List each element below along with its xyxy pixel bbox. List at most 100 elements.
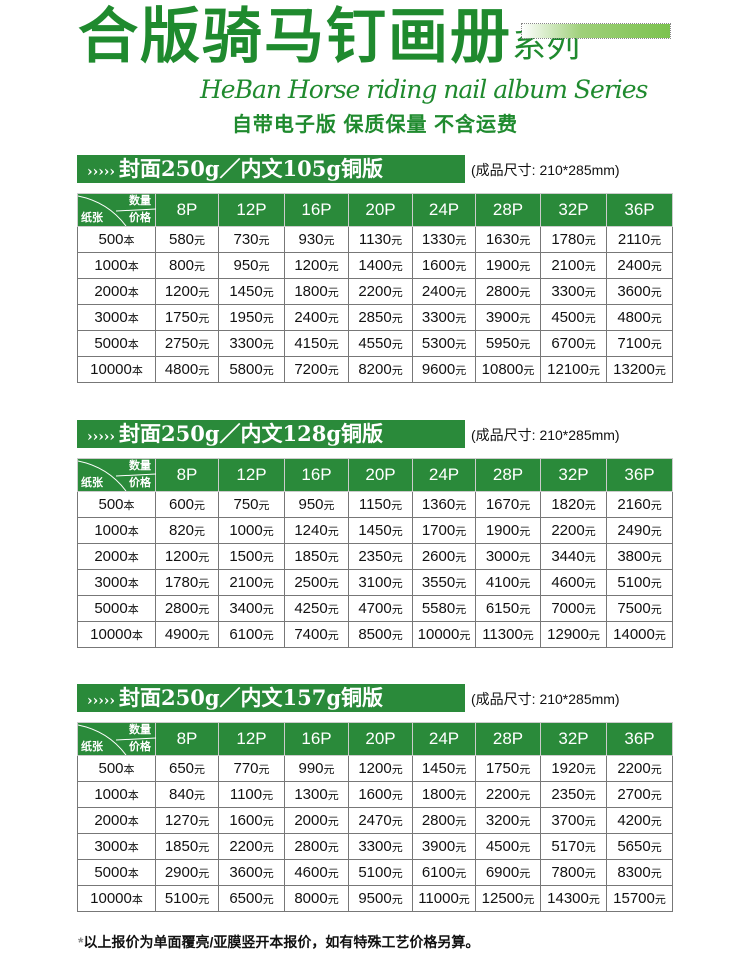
price-cell: 4800元 <box>606 304 673 331</box>
qty-cell: 10000本 <box>77 621 156 648</box>
price-cell: 730元 <box>218 226 285 253</box>
price-cell: 2800元 <box>412 807 476 834</box>
price-cell: 2850元 <box>348 304 413 331</box>
price-cell: 950元 <box>218 252 285 279</box>
price-cell: 2400元 <box>412 278 476 305</box>
arrows-icon: ››››› <box>87 693 115 709</box>
price-cell: 2800元 <box>284 833 349 860</box>
price-cell: 7200元 <box>284 356 349 383</box>
page-title: 合版骑马钉画册系列 <box>78 4 580 70</box>
price-cell: 1900元 <box>475 252 541 279</box>
price-cell: 770元 <box>218 755 285 782</box>
table-row: 2000本 1200元 1450元 1800元 2200元 2400元 2800元 3300元… <box>77 278 673 305</box>
corner-header: 数量 纸张 价格 <box>77 193 156 227</box>
column-header: 28P <box>475 722 541 756</box>
price-cell: 1450元 <box>218 278 285 305</box>
table-header-row: 数量 纸张 价格 8P 12P 16P 20P 24P 28P 32P 36P <box>77 458 673 492</box>
column-header: 8P <box>155 193 219 227</box>
price-cell: 3800元 <box>606 543 673 570</box>
price-cell: 1330元 <box>412 226 476 253</box>
price-cell: 2100元 <box>218 569 285 596</box>
price-cell: 3300元 <box>218 330 285 357</box>
price-cell: 2200元 <box>606 755 673 782</box>
price-cell: 1450元 <box>412 755 476 782</box>
table-row: 5000本 2800元 3400元 4250元 4700元 5580元 6150元 7000元… <box>77 595 673 622</box>
price-cell: 2200元 <box>218 833 285 860</box>
size-note: (成品尺寸: 210*285mm) <box>471 162 620 178</box>
table-row: 1000本 840元 1100元 1300元 1600元 1800元 2200元 2350元 2… <box>77 781 673 808</box>
price-cell: 2000元 <box>284 807 349 834</box>
price-cell: 1780元 <box>155 569 219 596</box>
price-cell: 4600元 <box>540 569 607 596</box>
table-row: 3000本 1750元 1950元 2400元 2850元 3300元 3900元 4500元… <box>77 304 673 331</box>
price-cell: 9500元 <box>348 885 413 912</box>
table-row: 10000本 5100元 6500元 8000元 9500元 11000元 12500元 14… <box>77 885 673 912</box>
price-cell: 2900元 <box>155 859 219 886</box>
price-table: 数量 纸张 价格 8P 12P 16P 20P 24P 28P 32P 36P 500本 650元 7… <box>77 722 673 912</box>
price-cell: 5100元 <box>606 569 673 596</box>
qty-cell: 3000本 <box>77 304 156 331</box>
qty-cell: 1000本 <box>77 781 156 808</box>
column-header: 8P <box>155 458 219 492</box>
price-cell: 6900元 <box>475 859 541 886</box>
column-header: 12P <box>218 458 285 492</box>
price-cell: 1700元 <box>412 517 476 544</box>
price-cell: 5100元 <box>348 859 413 886</box>
price-cell: 4900元 <box>155 621 219 648</box>
price-cell: 1270元 <box>155 807 219 834</box>
price-cell: 6100元 <box>412 859 476 886</box>
price-cell: 8500元 <box>348 621 413 648</box>
section-title-bar: ››››› 封面250g／内文128g铜版 <box>77 420 465 448</box>
price-cell: 14300元 <box>540 885 607 912</box>
price-cell: 3550元 <box>412 569 476 596</box>
table-row: 2000本 1200元 1500元 1850元 2350元 2600元 3000元 3440元… <box>77 543 673 570</box>
price-cell: 3200元 <box>475 807 541 834</box>
price-cell: 820元 <box>155 517 219 544</box>
price-table: 数量 纸张 价格 8P 12P 16P 20P 24P 28P 32P 36P 500本 600元 7… <box>77 458 673 648</box>
price-cell: 1200元 <box>284 252 349 279</box>
corner-header: 数量 纸张 价格 <box>77 722 156 756</box>
price-cell: 4250元 <box>284 595 349 622</box>
price-cell: 2700元 <box>606 781 673 808</box>
price-cell: 5100元 <box>155 885 219 912</box>
corner-qty-label: 数量 <box>129 195 151 207</box>
table-row: 3000本 1780元 2100元 2500元 3100元 3550元 4100元 4600元… <box>77 569 673 596</box>
column-header: 28P <box>475 458 541 492</box>
price-cell: 2750元 <box>155 330 219 357</box>
diagonal-divider-icon <box>78 195 156 226</box>
qty-cell: 5000本 <box>77 330 156 357</box>
footnote: *以上报价为单面覆亮/亚膜竖开本报价，如有特殊工艺价格另算。 <box>78 932 479 952</box>
table-row: 5000本 2900元 3600元 4600元 5100元 6100元 6900元 7800元… <box>77 859 673 886</box>
price-cell: 1920元 <box>540 755 607 782</box>
price-cell: 5170元 <box>540 833 607 860</box>
english-subtitle: HeBan Horse riding nail album Series <box>200 75 648 104</box>
column-header: 32P <box>540 193 607 227</box>
qty-cell: 5000本 <box>77 595 156 622</box>
column-header: 20P <box>348 193 413 227</box>
price-cell: 600元 <box>155 491 219 518</box>
price-cell: 2490元 <box>606 517 673 544</box>
table-row: 10000本 4800元 5800元 7200元 8200元 9600元 10800元 121… <box>77 356 673 383</box>
price-cell: 2160元 <box>606 491 673 518</box>
price-cell: 7500元 <box>606 595 673 622</box>
price-cell: 10800元 <box>475 356 541 383</box>
price-cell: 1100元 <box>218 781 285 808</box>
price-cell: 1750元 <box>475 755 541 782</box>
price-cell: 580元 <box>155 226 219 253</box>
price-cell: 2350元 <box>540 781 607 808</box>
price-cell: 7100元 <box>606 330 673 357</box>
column-header: 32P <box>540 458 607 492</box>
qty-cell: 1000本 <box>77 252 156 279</box>
price-cell: 800元 <box>155 252 219 279</box>
price-cell: 3600元 <box>218 859 285 886</box>
price-cell: 1750元 <box>155 304 219 331</box>
price-cell: 1600元 <box>218 807 285 834</box>
corner-qty-label: 数量 <box>129 724 151 736</box>
price-cell: 3000元 <box>475 543 541 570</box>
price-cell: 15700元 <box>606 885 673 912</box>
section-title-bar: ››››› 封面250g／内文105g铜版 <box>77 155 465 183</box>
corner-qty-label: 数量 <box>129 460 151 472</box>
price-cell: 1000元 <box>218 517 285 544</box>
diagonal-divider-icon <box>78 460 156 491</box>
